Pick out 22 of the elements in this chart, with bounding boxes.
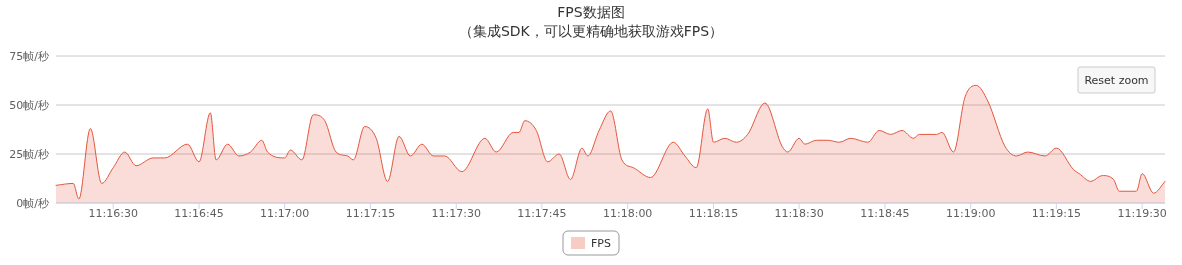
legend: FPS bbox=[562, 230, 620, 256]
x-tick-label: 11:16:45 bbox=[174, 207, 224, 220]
x-tick-label: 11:18:15 bbox=[688, 207, 739, 220]
x-tick-label: 11:19:15 bbox=[1031, 207, 1082, 220]
x-tick-label: 11:17:15 bbox=[345, 207, 396, 220]
y-tick-label: 75帧/秒 bbox=[9, 50, 49, 63]
y-tick-label: 25帧/秒 bbox=[9, 148, 49, 161]
x-tick-label: 11:17:00 bbox=[259, 207, 310, 220]
x-tick-label: 11:17:30 bbox=[431, 207, 481, 220]
x-tick-label: 11:19:00 bbox=[946, 207, 996, 220]
x-tick-label: 11:18:00 bbox=[602, 207, 653, 220]
x-tick-label: 11:19:30 bbox=[1117, 207, 1167, 220]
x-tick-label: 11:17:45 bbox=[517, 207, 567, 220]
chart-title: FPS数据图 bbox=[557, 4, 625, 20]
y-tick-label: 50帧/秒 bbox=[9, 99, 49, 112]
x-tick-label: 11:18:45 bbox=[860, 207, 910, 220]
chart-subtitle: （集成SDK，可以更精确地获取游戏FPS） bbox=[458, 23, 724, 39]
annotation: Reset zoom bbox=[1084, 74, 1149, 87]
y-tick-label: 0帧/秒 bbox=[16, 197, 49, 210]
x-tick-label: 11:18:30 bbox=[774, 207, 824, 220]
legend-label: FPS bbox=[591, 237, 611, 250]
x-tick-label: 11:16:30 bbox=[88, 207, 138, 220]
